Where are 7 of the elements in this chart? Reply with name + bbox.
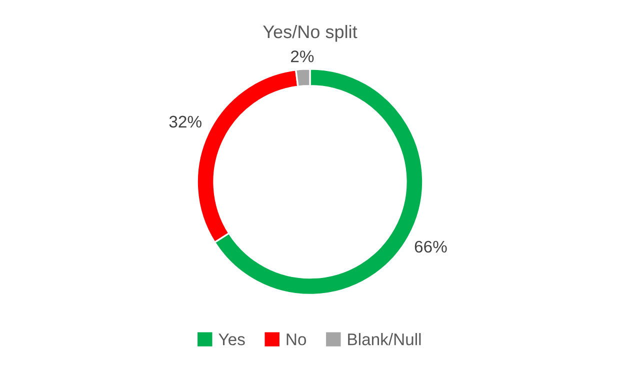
legend-label: Blank/Null <box>348 333 421 346</box>
data-label: 32% <box>169 116 202 128</box>
data-label: 2% <box>290 50 314 62</box>
legend-label: No <box>286 334 306 346</box>
legend-label: Yes <box>218 334 245 346</box>
chart-title: Yes/No split <box>263 24 358 42</box>
data-label: 66% <box>414 240 447 253</box>
